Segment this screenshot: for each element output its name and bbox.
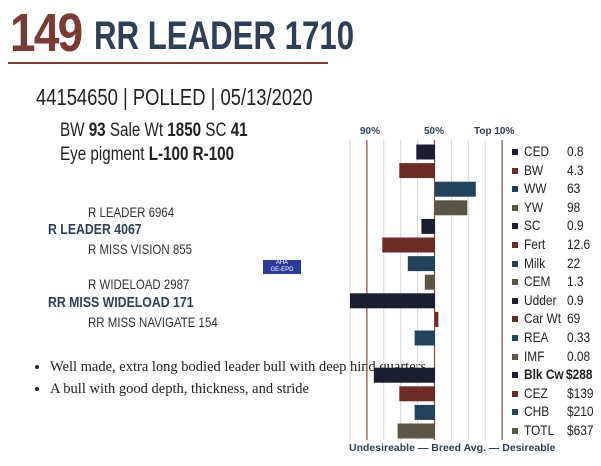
legend-swatch	[512, 428, 518, 434]
legend-label: CHB	[524, 403, 550, 420]
eye-label: Eye pigment	[60, 144, 145, 165]
axis-label-50: 50%	[424, 126, 445, 137]
legend-label: Udder	[524, 291, 557, 308]
id-line: 44154650 | POLLED | 05/13/2020	[36, 84, 313, 110]
legend-label: TOTL	[524, 422, 555, 438]
legend-label: WW	[524, 180, 547, 197]
bw-label: BW	[60, 120, 85, 141]
legend-swatch	[512, 149, 518, 155]
epd-value: 1.3	[567, 273, 584, 290]
legend-swatch	[512, 353, 518, 360]
legend-swatch	[512, 409, 518, 416]
sale-label: Sale Wt	[109, 120, 164, 141]
sire: R LEADER 4067	[48, 221, 142, 238]
epd-value: 0.33	[567, 329, 591, 345]
legend-label: YW	[524, 198, 544, 215]
sc-value: 41	[230, 120, 248, 141]
stats-line-2: Eye pigment L-100 R-100	[60, 144, 234, 166]
dam-sire: R WIDELOAD 2987	[88, 276, 190, 292]
bar-car-wt	[435, 311, 439, 327]
sale-value: 1850	[167, 120, 202, 141]
bar-sc	[421, 218, 435, 234]
epd-value: 0.9	[567, 291, 584, 308]
axis-label-90: 90%	[360, 126, 381, 137]
legend-label: CEZ	[524, 384, 548, 401]
legend-label: CEM	[524, 273, 551, 290]
dam: RR MISS WIDELOAD 171	[48, 294, 194, 311]
legend-swatch	[512, 260, 518, 267]
bar-fert	[382, 237, 435, 253]
bar-rea	[414, 330, 435, 346]
epd-value: $637	[567, 422, 594, 438]
bar-ced	[416, 144, 435, 160]
note: Well made, extra long bodied leader bull…	[50, 358, 426, 376]
ge-epd-logo: AHA GE-EPD	[263, 260, 301, 274]
chart-footer: Undesireable — Breed Avg. — Desireable	[349, 442, 556, 454]
axis-label-top10: Top 10%	[474, 126, 515, 137]
legend-label: REA	[524, 329, 549, 345]
sire-dam: R MISS VISION 855	[88, 241, 192, 257]
legend-label: Milk	[524, 254, 546, 271]
legend-swatch	[512, 167, 518, 174]
bar-bw	[399, 163, 435, 179]
legend-swatch	[512, 279, 518, 286]
bar-totl	[397, 423, 435, 439]
bw-value: 93	[88, 120, 106, 141]
legend-label: Blk Cw	[524, 366, 564, 383]
legend-swatch	[512, 372, 518, 379]
notes-list: Well made, extra long bodied leader bull…	[30, 358, 426, 402]
epd-value: 0.08	[567, 347, 591, 364]
sire-sire: R LEADER 6964	[88, 204, 175, 220]
bar-cem	[424, 274, 435, 290]
epd-value: 69	[567, 310, 581, 327]
bar-milk	[407, 256, 435, 272]
bull-name: RR LEADER 1710	[94, 14, 355, 58]
note: A bull with good depth, thickness, and s…	[50, 380, 350, 398]
sc-label: SC	[205, 120, 227, 141]
legend-swatch	[512, 242, 518, 248]
legend-swatch	[512, 390, 518, 397]
legend-swatch	[512, 316, 518, 323]
epd-value: 63	[567, 180, 581, 197]
legend-label: Fert	[524, 236, 546, 252]
epd-value: 4.3	[567, 161, 584, 178]
bar-chb	[414, 404, 435, 420]
lot-number: 149	[10, 3, 83, 63]
legend-swatch	[512, 297, 518, 304]
epd-value: $288	[566, 366, 593, 383]
eye-l: L-100	[148, 144, 189, 165]
epd-value: 22	[567, 254, 581, 271]
legend-swatch	[512, 204, 518, 211]
bar-ww	[435, 181, 476, 197]
legend-label: CED	[524, 143, 550, 159]
stats-line-1: BW 93 Sale Wt 1850 SC 41	[60, 120, 248, 142]
legend-label: Car Wt	[524, 310, 562, 327]
epd-value: 12.6	[567, 236, 591, 252]
legend-label: IMF	[524, 347, 545, 364]
bar-udder	[350, 293, 435, 309]
epd-value: 0.9	[567, 217, 584, 234]
legend-label: SC	[524, 217, 541, 234]
legend-label: BW	[524, 161, 544, 178]
dam-dam: RR MISS NAVIGATE 154	[88, 314, 218, 330]
epd-value: $210	[567, 403, 594, 420]
bar-yw	[435, 200, 468, 216]
legend-swatch	[512, 223, 518, 230]
divider	[8, 62, 328, 64]
epd-value: 0.8	[567, 143, 584, 159]
eye-r: R-100	[192, 144, 235, 165]
bar-cez	[399, 386, 435, 402]
epd-value: $139	[567, 384, 594, 401]
epd-value: 98	[567, 198, 581, 215]
legend-swatch	[512, 335, 518, 341]
legend-swatch	[512, 186, 518, 193]
bar-blk-cw	[373, 367, 435, 383]
